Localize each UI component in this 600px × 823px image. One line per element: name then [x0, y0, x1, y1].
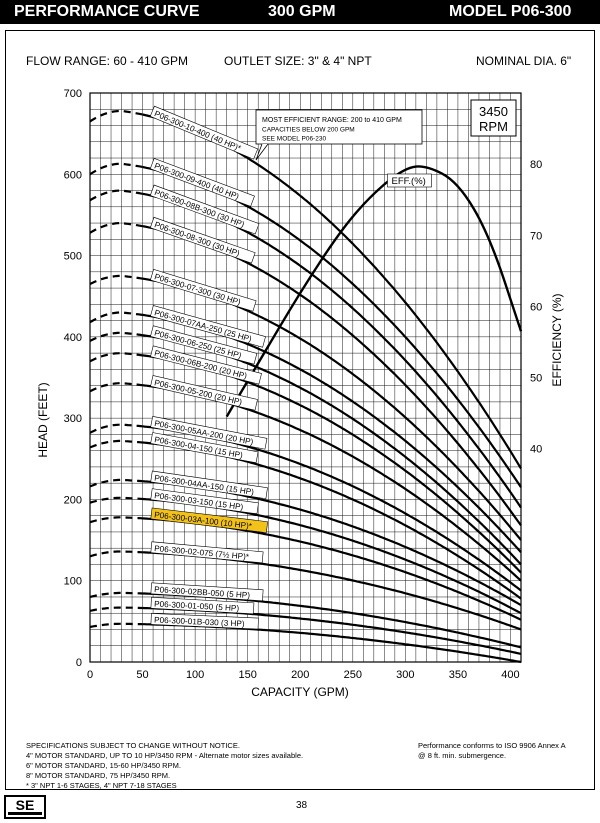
curve-label: P06-300-01-050 (5 HP) — [150, 596, 255, 615]
x-tick-label: 200 — [291, 669, 309, 681]
highlighted-model-box — [150, 507, 268, 534]
curve-label-box — [150, 432, 259, 464]
x-tick-label: 250 — [344, 669, 362, 681]
curve-label-box — [150, 470, 268, 500]
y-tick-label: 100 — [64, 576, 82, 588]
efficiency-label-box — [387, 173, 432, 188]
y2-tick-label: 50 — [530, 373, 542, 385]
rpm-unit: RPM — [479, 119, 508, 134]
curve-label: P06-300-01B-030 (3 HP) — [150, 613, 259, 630]
y-tick-label: 500 — [64, 251, 82, 263]
head-curve-dashed — [89, 591, 143, 599]
x-tick-label: 0 — [87, 669, 93, 681]
head-curve-dashed — [89, 109, 143, 123]
curve-label-box — [149, 216, 256, 264]
header-model: MODEL P06-300 — [449, 3, 572, 20]
curve-label-box — [150, 345, 262, 385]
curve-label-box — [149, 105, 259, 160]
note-line-3: SEE MODEL P06-230 — [262, 136, 326, 143]
y2-tick-label: 60 — [530, 301, 542, 313]
x-tick-label: 350 — [449, 669, 467, 681]
x-tick-label: 100 — [186, 669, 204, 681]
head-curve-dashed — [89, 274, 143, 285]
head-curve-dashed — [89, 162, 143, 176]
curve-label-box — [150, 325, 258, 365]
footer-specs: SPECIFICATIONS SUBJECT TO CHANGE WITHOUT… — [26, 741, 304, 790]
performance-chart: 0 50 100 150 200 250 300 350 400 0 100 200 300 400 500… — [36, 88, 564, 699]
note-pointer — [255, 143, 269, 161]
y2-tick-label: 70 — [530, 230, 542, 242]
head-curve-dashed — [89, 423, 143, 434]
head-curve-dashed — [89, 311, 143, 324]
rpm-box — [470, 99, 517, 137]
curve-label-box — [150, 305, 266, 348]
curve-label-box — [150, 613, 259, 630]
chart-ticks: 0 50 100 150 200 250 300 350 400 0 100 200 300 400 500… — [64, 88, 543, 681]
head-curve-dashed — [89, 331, 143, 342]
curve-label-box — [149, 157, 255, 207]
note-box — [255, 109, 423, 145]
footer-conformance: Performance conforms to ISO 9906 Annex A… — [418, 741, 566, 760]
rpm-value: 3450 — [479, 104, 508, 119]
nominal-dia: NOMINAL DIA. 6" — [476, 54, 572, 68]
x-tick-label: 300 — [396, 669, 414, 681]
head-curve-dashed — [89, 496, 143, 504]
y-tick-label: 600 — [64, 169, 82, 181]
svg-text:SE: SE — [16, 797, 35, 813]
chart-frame — [5, 30, 595, 790]
x-tick-label: 400 — [501, 669, 519, 681]
curve-label-box — [150, 488, 259, 515]
curve-label-box — [150, 582, 264, 602]
head-curve-dashed — [89, 622, 143, 629]
head-curve-dashed — [89, 351, 143, 363]
x-tick-label: 50 — [136, 669, 148, 681]
y-tick-label: 200 — [64, 494, 82, 506]
y2-tick-label: 80 — [530, 159, 542, 171]
efficiency-curve — [225, 165, 523, 418]
outlet-size: OUTLET SIZE: 3" & 4" NPT — [224, 54, 372, 68]
curve-label-box — [150, 541, 264, 564]
y-tick-label: 300 — [64, 413, 82, 425]
head-curve-dashed — [89, 550, 143, 558]
y2-tick-label: 40 — [530, 444, 542, 456]
curve-label-box — [150, 269, 257, 312]
header-bar: PERFORMANCE CURVE 300 GPM MODEL P06-300 — [0, 0, 600, 24]
head-curve-dashed — [89, 439, 143, 449]
efficiency-label-text: EFF.(%) — [392, 176, 426, 187]
head-curve-dashed — [89, 478, 143, 488]
curve-label-box — [150, 375, 258, 411]
note-line-1: MOST EFFICIENT RANGE: 200 to 410 GPM — [262, 117, 402, 124]
head-curve-dashed — [89, 382, 143, 393]
y-axis-label: HEAD (FEET) — [36, 382, 50, 457]
head-curve-dashed — [89, 189, 143, 202]
curve-label-box — [149, 184, 260, 235]
y-tick-label: 400 — [64, 332, 82, 344]
head-curve-dashed — [89, 516, 143, 524]
note-line-2: CAPACITIES BELOW 200 GPM — [262, 127, 355, 134]
y2-axis-label: EFFICIENCY (%) — [550, 293, 564, 386]
y-tick-label: 700 — [64, 88, 82, 100]
curve-label-box — [150, 596, 255, 615]
se-logo: SE — [4, 795, 46, 819]
head-curve-dashed — [89, 606, 143, 612]
header-capacity: 300 GPM — [268, 3, 336, 20]
y-tick-label: 0 — [76, 657, 82, 669]
curve-label-text: P06-300-01B-030 (3 HP) — [154, 616, 245, 629]
page-number: 38 — [296, 800, 308, 811]
header-title: PERFORMANCE CURVE — [14, 3, 200, 20]
x-axis-label: CAPACITY (GPM) — [251, 685, 349, 699]
head-curve-dashed — [89, 222, 143, 234]
flow-range: FLOW RANGE: 60 - 410 GPM — [26, 54, 189, 68]
curve-label-box — [150, 416, 268, 450]
x-tick-label: 150 — [239, 669, 257, 681]
efficiency-label: EFF.(%) — [387, 173, 432, 188]
